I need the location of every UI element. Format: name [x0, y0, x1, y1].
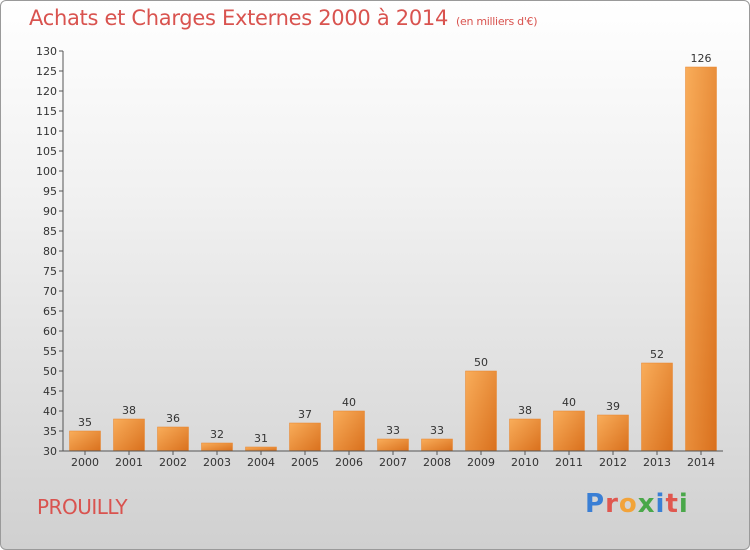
y-tick-label: 115 — [36, 105, 57, 118]
x-tick-label-2011: 2011 — [555, 456, 583, 469]
data-label-2001: 38 — [122, 404, 136, 417]
bar-2014 — [685, 66, 717, 452]
y-tick-label: 90 — [43, 205, 57, 218]
data-label-2010: 38 — [518, 404, 532, 417]
proxiti-logo[interactable]: Proxiti — [585, 489, 689, 519]
x-tick-label-2014: 2014 — [687, 456, 715, 469]
x-tick-label-2009: 2009 — [467, 456, 495, 469]
chart-subtitle: (en milliers d'€) — [456, 15, 538, 28]
bar-2013 — [641, 362, 673, 452]
y-tick-label: 55 — [43, 345, 57, 358]
data-label-2008: 33 — [430, 424, 444, 437]
x-tick-label-2005: 2005 — [291, 456, 319, 469]
y-tick-label: 85 — [43, 225, 57, 238]
y-tick-label: 35 — [43, 425, 57, 438]
bar-2001 — [113, 418, 145, 452]
x-tick-label-2007: 2007 — [379, 456, 407, 469]
axes-group: 30 35 40 45 50 55 60 65 70 75 80 85 90 95 100 105 110 115… — [36, 45, 723, 469]
y-tick-label: 130 — [36, 45, 57, 58]
x-tick-label-2003: 2003 — [203, 456, 231, 469]
x-tick-label-2000: 2000 — [71, 456, 99, 469]
bar-2012 — [597, 414, 629, 452]
bar-2006 — [333, 410, 365, 452]
data-label-2002: 36 — [166, 412, 180, 425]
commune-name: PROUILLY — [37, 495, 128, 519]
y-tick-label: 110 — [36, 125, 57, 138]
bar-2009 — [465, 370, 497, 452]
bar-2003 — [201, 442, 233, 452]
bar-2000 — [69, 430, 101, 452]
data-label-2013: 52 — [650, 348, 664, 361]
x-tick-label-2010: 2010 — [511, 456, 539, 469]
logo-letter: o — [618, 489, 638, 519]
x-tick-label-2008: 2008 — [423, 456, 451, 469]
y-tick-label: 120 — [36, 85, 57, 98]
logo-letter: x — [637, 489, 656, 519]
data-label-2014: 126 — [691, 52, 712, 65]
data-label-2003: 32 — [210, 428, 224, 441]
y-tick-label: 50 — [43, 365, 57, 378]
data-label-2011: 40 — [562, 396, 576, 409]
y-tick-label: 95 — [43, 185, 57, 198]
y-tick-label: 30 — [43, 445, 57, 458]
data-label-2012: 39 — [606, 400, 620, 413]
data-label-2000: 35 — [78, 416, 92, 429]
data-label-2007: 33 — [386, 424, 400, 437]
bar-2004 — [245, 446, 277, 452]
bar-2011 — [553, 410, 585, 452]
data-label-2004: 31 — [254, 432, 268, 445]
bar-2005 — [289, 422, 321, 452]
y-tick-label: 100 — [36, 165, 57, 178]
y-tick-label: 105 — [36, 145, 57, 158]
x-tick-label-2002: 2002 — [159, 456, 187, 469]
x-tick-label-2006: 2006 — [335, 456, 363, 469]
logo-letter: r — [605, 489, 619, 519]
bar-2010 — [509, 418, 541, 452]
bar-2002 — [157, 426, 189, 452]
x-tick-label-2012: 2012 — [599, 456, 627, 469]
y-tick-label: 75 — [43, 265, 57, 278]
bars-group: 35 38 36 32 31 37 40 33 33 50 38 40 39 52 126 — [69, 52, 717, 452]
logo-letter: P — [585, 489, 606, 519]
data-label-2005: 37 — [298, 408, 312, 421]
title-text: Achats et Charges Externes 2000 à 2014 — [29, 6, 449, 30]
chart-title: Achats et Charges Externes 2000 à 2014 (e… — [29, 6, 538, 30]
bar-2007 — [377, 438, 409, 452]
x-tick-label-2004: 2004 — [247, 456, 275, 469]
data-label-2009: 50 — [474, 356, 488, 369]
y-tick-label: 40 — [43, 405, 57, 418]
data-label-2006: 40 — [342, 396, 356, 409]
y-tick-label: 70 — [43, 285, 57, 298]
x-tick-label-2001: 2001 — [115, 456, 143, 469]
bar-2008 — [421, 438, 453, 452]
logo-letter: i — [655, 489, 666, 519]
y-tick-label: 65 — [43, 305, 57, 318]
y-tick-label: 45 — [43, 385, 57, 398]
y-tick-label: 125 — [36, 65, 57, 78]
y-tick-label: 80 — [43, 245, 57, 258]
x-tick-label-2013: 2013 — [643, 456, 671, 469]
logo-letter: t — [665, 489, 679, 519]
y-tick-label: 60 — [43, 325, 57, 338]
logo-letter: i — [678, 489, 689, 519]
